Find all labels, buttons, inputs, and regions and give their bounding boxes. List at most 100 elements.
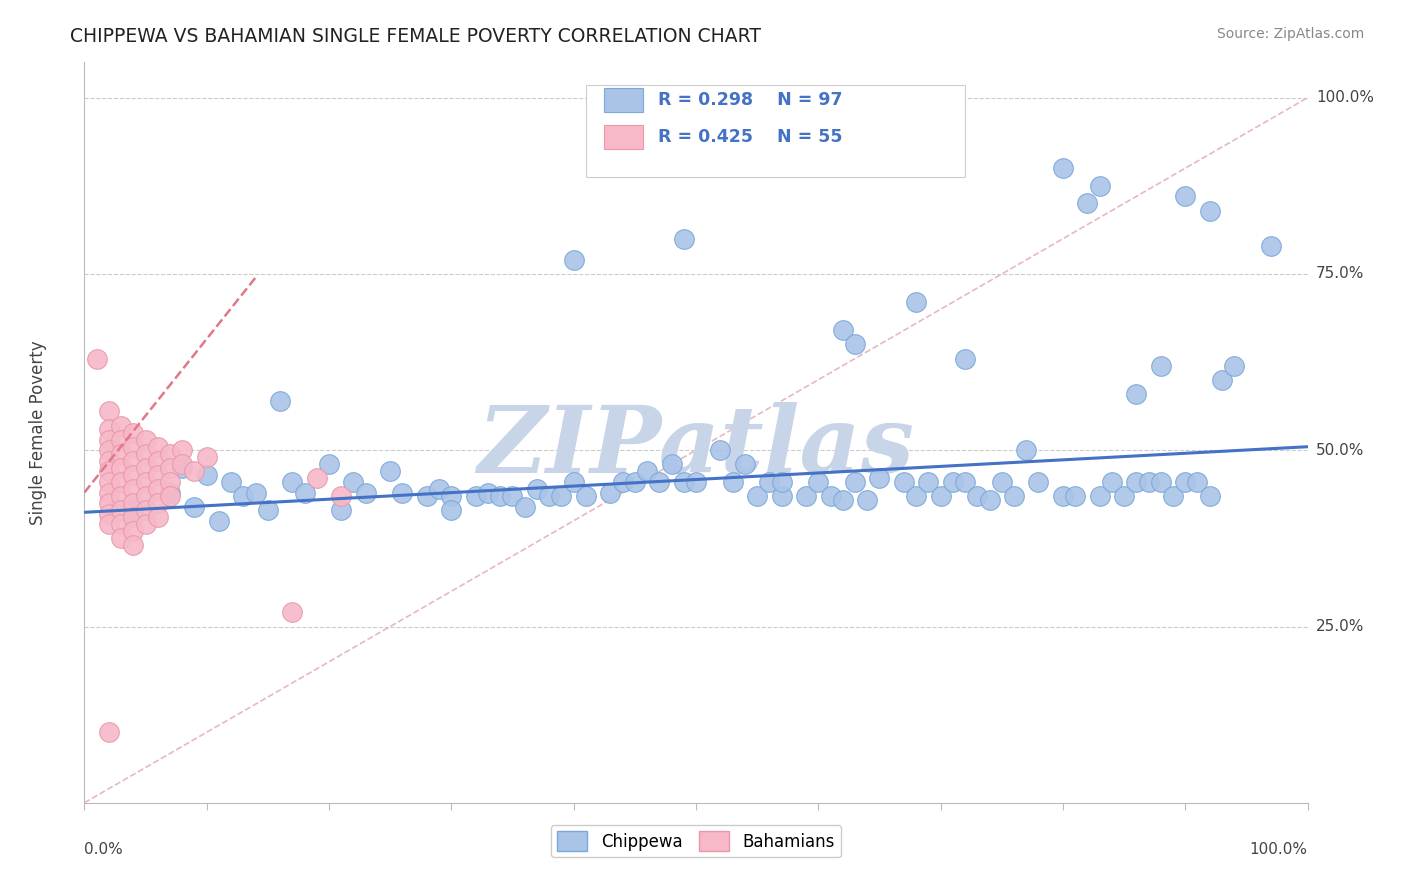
Point (942, 475, 965, 489)
Point (146, 454, 169, 468)
Point (502, 489, 524, 503)
Point (747, 489, 769, 503)
Point (135, 503, 157, 517)
Point (661, 458, 683, 472)
Point (1174, 189, 1197, 203)
Point (330, 503, 353, 517)
Point (770, 489, 793, 503)
Point (672, 475, 695, 489)
Point (440, 489, 463, 503)
Point (245, 485, 267, 500)
Text: 75.0%: 75.0% (1316, 267, 1364, 282)
Point (172, 461, 194, 475)
Point (1076, 196, 1098, 211)
Point (97, 485, 120, 500)
Point (1223, 359, 1246, 373)
Point (624, 475, 647, 489)
Point (391, 485, 413, 500)
Point (97, 443, 120, 458)
Point (97, 507, 120, 521)
Point (672, 232, 695, 246)
Text: R = 0.298    N = 97: R = 0.298 N = 97 (658, 91, 842, 109)
Point (1198, 203, 1220, 218)
Point (831, 323, 853, 337)
Point (599, 485, 621, 500)
Point (195, 450, 218, 465)
Point (97, 475, 120, 489)
Point (183, 464, 205, 478)
Point (97, 464, 120, 478)
Point (1150, 475, 1173, 489)
Point (135, 475, 157, 489)
Point (513, 500, 536, 514)
Point (966, 489, 988, 503)
Point (648, 475, 671, 489)
Point (721, 475, 744, 489)
Point (1064, 489, 1087, 503)
Point (917, 475, 939, 489)
Point (1161, 489, 1184, 503)
Point (122, 503, 145, 517)
Point (97, 496, 120, 510)
Point (550, 489, 572, 503)
Point (269, 393, 291, 408)
Text: 100.0%: 100.0% (1316, 90, 1374, 105)
Point (636, 464, 658, 478)
Point (294, 485, 316, 500)
Point (305, 471, 328, 485)
Point (1198, 489, 1220, 503)
Point (1114, 489, 1136, 503)
Point (991, 475, 1014, 489)
Text: 100.0%: 100.0% (1250, 842, 1308, 856)
Point (122, 538, 145, 552)
Point (110, 447, 132, 461)
Point (97, 433, 120, 447)
Point (685, 475, 707, 489)
Point (159, 485, 181, 500)
Text: R = 0.425    N = 55: R = 0.425 N = 55 (658, 128, 842, 146)
Point (281, 475, 304, 489)
Point (110, 517, 132, 532)
Point (905, 489, 928, 503)
Point (318, 458, 340, 472)
Point (219, 475, 242, 489)
Point (97, 404, 120, 418)
Point (1052, 161, 1074, 176)
Point (146, 496, 169, 510)
Point (953, 475, 976, 489)
Point (172, 458, 194, 472)
Point (416, 489, 439, 503)
Point (538, 489, 561, 503)
Point (110, 433, 132, 447)
Point (110, 475, 132, 489)
FancyBboxPatch shape (605, 88, 644, 112)
Point (1101, 475, 1123, 489)
Point (1015, 443, 1038, 458)
Point (1137, 475, 1160, 489)
Text: 25.0%: 25.0% (1316, 619, 1364, 634)
Point (330, 489, 353, 503)
Point (440, 503, 463, 517)
Point (122, 454, 145, 468)
Point (489, 489, 512, 503)
Point (159, 461, 181, 475)
Point (1125, 387, 1147, 401)
Point (380, 464, 402, 478)
Point (562, 252, 585, 267)
Point (758, 475, 780, 489)
Point (856, 492, 879, 507)
Point (122, 440, 145, 454)
Point (342, 475, 364, 489)
Point (135, 447, 157, 461)
Point (110, 503, 132, 517)
Text: CHIPPEWA VS BAHAMIAN SINGLE FEMALE POVERTY CORRELATION CHART: CHIPPEWA VS BAHAMIAN SINGLE FEMALE POVER… (70, 27, 761, 45)
Point (135, 517, 157, 532)
Point (464, 489, 486, 503)
Point (844, 475, 866, 489)
Point (122, 524, 145, 539)
Point (281, 606, 304, 620)
Point (929, 489, 952, 503)
Point (1088, 178, 1111, 193)
Point (1088, 489, 1111, 503)
Point (122, 425, 145, 440)
